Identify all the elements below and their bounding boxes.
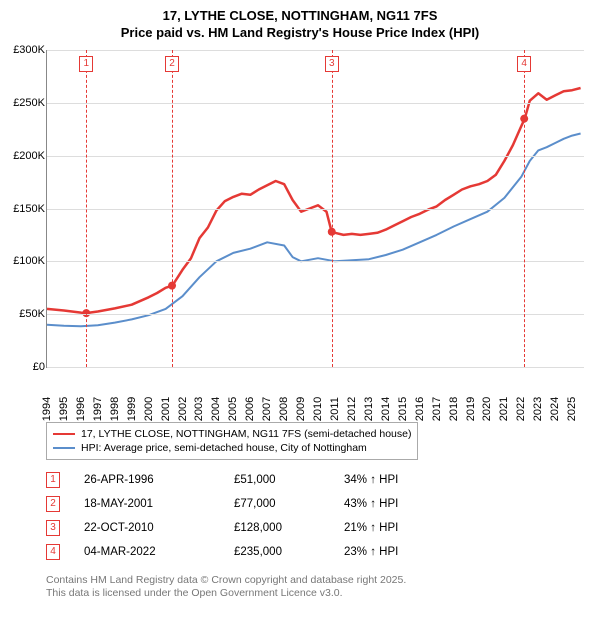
chart-container: 17, LYTHE CLOSE, NOTTINGHAM, NG11 7FS Pr… (0, 0, 600, 620)
marker-table-price: £128,000 (234, 522, 344, 534)
x-tick-label: 2002 (177, 389, 189, 429)
legend-row: HPI: Average price, semi-detached house,… (53, 441, 411, 455)
title-block: 17, LYTHE CLOSE, NOTTINGHAM, NG11 7FS Pr… (10, 8, 590, 40)
x-tick-label: 2013 (363, 389, 375, 429)
legend-label: HPI: Average price, semi-detached house,… (81, 441, 367, 455)
marker-table-row: 1 26-APR-1996£51,00034% ↑ HPI (46, 468, 590, 492)
y-tick-label: £50K (11, 308, 45, 320)
y-tick-label: £0 (11, 361, 45, 373)
x-tick-label: 1996 (75, 389, 87, 429)
x-tick-label: 2003 (193, 389, 205, 429)
legend-swatch (53, 433, 75, 435)
y-tick-label: £300K (11, 44, 45, 56)
marker-table-pct: 23% ↑ HPI (344, 546, 454, 558)
x-tick-label: 2024 (549, 389, 561, 429)
marker-table-row: 2 18-MAY-2001£77,00043% ↑ HPI (46, 492, 590, 516)
marker-vline (524, 50, 525, 367)
marker-table-pct: 21% ↑ HPI (344, 522, 454, 534)
x-tick-label: 2017 (431, 389, 443, 429)
chart-area: £0£50K£100K£150K£200K£250K£300K199419951… (10, 46, 590, 416)
marker-table-num: 3 (46, 520, 60, 536)
x-tick-label: 2012 (346, 389, 358, 429)
marker-table-price: £235,000 (234, 546, 344, 558)
legend-label: 17, LYTHE CLOSE, NOTTINGHAM, NG11 7FS (s… (81, 427, 411, 441)
x-tick-label: 2015 (397, 389, 409, 429)
x-tick-label: 2000 (143, 389, 155, 429)
legend-row: 17, LYTHE CLOSE, NOTTINGHAM, NG11 7FS (s… (53, 427, 411, 441)
marker-table-date: 18-MAY-2001 (84, 498, 234, 510)
x-tick-label: 2021 (498, 389, 510, 429)
x-tick-label: 1995 (58, 389, 70, 429)
marker-number-box: 1 (79, 56, 93, 72)
footnote-line1: Contains HM Land Registry data © Crown c… (46, 574, 590, 587)
marker-vline (172, 50, 173, 367)
gridline-h (47, 314, 584, 315)
marker-table-price: £51,000 (234, 474, 344, 486)
x-tick-label: 2004 (210, 389, 222, 429)
marker-table-date: 26-APR-1996 (84, 474, 234, 486)
marker-number-box: 2 (165, 56, 179, 72)
legend-swatch (53, 447, 75, 449)
x-tick-label: 2025 (566, 389, 578, 429)
y-tick-label: £200K (11, 150, 45, 162)
y-tick-label: £150K (11, 203, 45, 215)
marker-table-num: 2 (46, 496, 60, 512)
gridline-h (47, 209, 584, 210)
marker-table-row: 3 22-OCT-2010£128,00021% ↑ HPI (46, 516, 590, 540)
marker-table-num: 4 (46, 544, 60, 560)
marker-table-date: 04-MAR-2022 (84, 546, 234, 558)
marker-table-pct: 34% ↑ HPI (344, 474, 454, 486)
x-tick-label: 2005 (227, 389, 239, 429)
gridline-h (47, 261, 584, 262)
y-tick-label: £100K (11, 255, 45, 267)
x-tick-label: 1994 (41, 389, 53, 429)
marker-table-num: 1 (46, 472, 60, 488)
title-subtitle: Price paid vs. HM Land Registry's House … (10, 25, 590, 40)
title-address: 17, LYTHE CLOSE, NOTTINGHAM, NG11 7FS (10, 8, 590, 23)
x-tick-label: 2006 (244, 389, 256, 429)
x-tick-label: 2011 (329, 389, 341, 429)
x-tick-label: 2023 (532, 389, 544, 429)
marker-table-price: £77,000 (234, 498, 344, 510)
x-tick-label: 2020 (481, 389, 493, 429)
marker-number-box: 3 (325, 56, 339, 72)
marker-table-pct: 43% ↑ HPI (344, 498, 454, 510)
marker-table: 1 26-APR-1996£51,00034% ↑ HPI 2 18-MAY-2001… (46, 468, 590, 564)
x-tick-label: 2018 (448, 389, 460, 429)
y-tick-label: £250K (11, 97, 45, 109)
x-tick-label: 2010 (312, 389, 324, 429)
marker-table-date: 22-OCT-2010 (84, 522, 234, 534)
x-tick-label: 2014 (380, 389, 392, 429)
marker-table-row: 4 04-MAR-2022£235,00023% ↑ HPI (46, 540, 590, 564)
x-tick-label: 2007 (261, 389, 273, 429)
footnote: Contains HM Land Registry data © Crown c… (46, 574, 590, 600)
marker-vline (332, 50, 333, 367)
x-tick-label: 2022 (515, 389, 527, 429)
x-tick-label: 1998 (109, 389, 121, 429)
x-tick-label: 1997 (92, 389, 104, 429)
x-tick-label: 1999 (126, 389, 138, 429)
x-tick-label: 2008 (278, 389, 290, 429)
footnote-line2: This data is licensed under the Open Gov… (46, 587, 590, 600)
gridline-h (47, 367, 584, 368)
gridline-h (47, 50, 584, 51)
gridline-h (47, 103, 584, 104)
gridline-h (47, 156, 584, 157)
series-line (47, 134, 581, 327)
x-tick-label: 2016 (414, 389, 426, 429)
x-tick-label: 2019 (465, 389, 477, 429)
x-tick-label: 2009 (295, 389, 307, 429)
plot-region: £0£50K£100K£150K£200K£250K£300K199419951… (46, 50, 584, 368)
marker-vline (86, 50, 87, 367)
x-tick-label: 2001 (160, 389, 172, 429)
marker-number-box: 4 (517, 56, 531, 72)
